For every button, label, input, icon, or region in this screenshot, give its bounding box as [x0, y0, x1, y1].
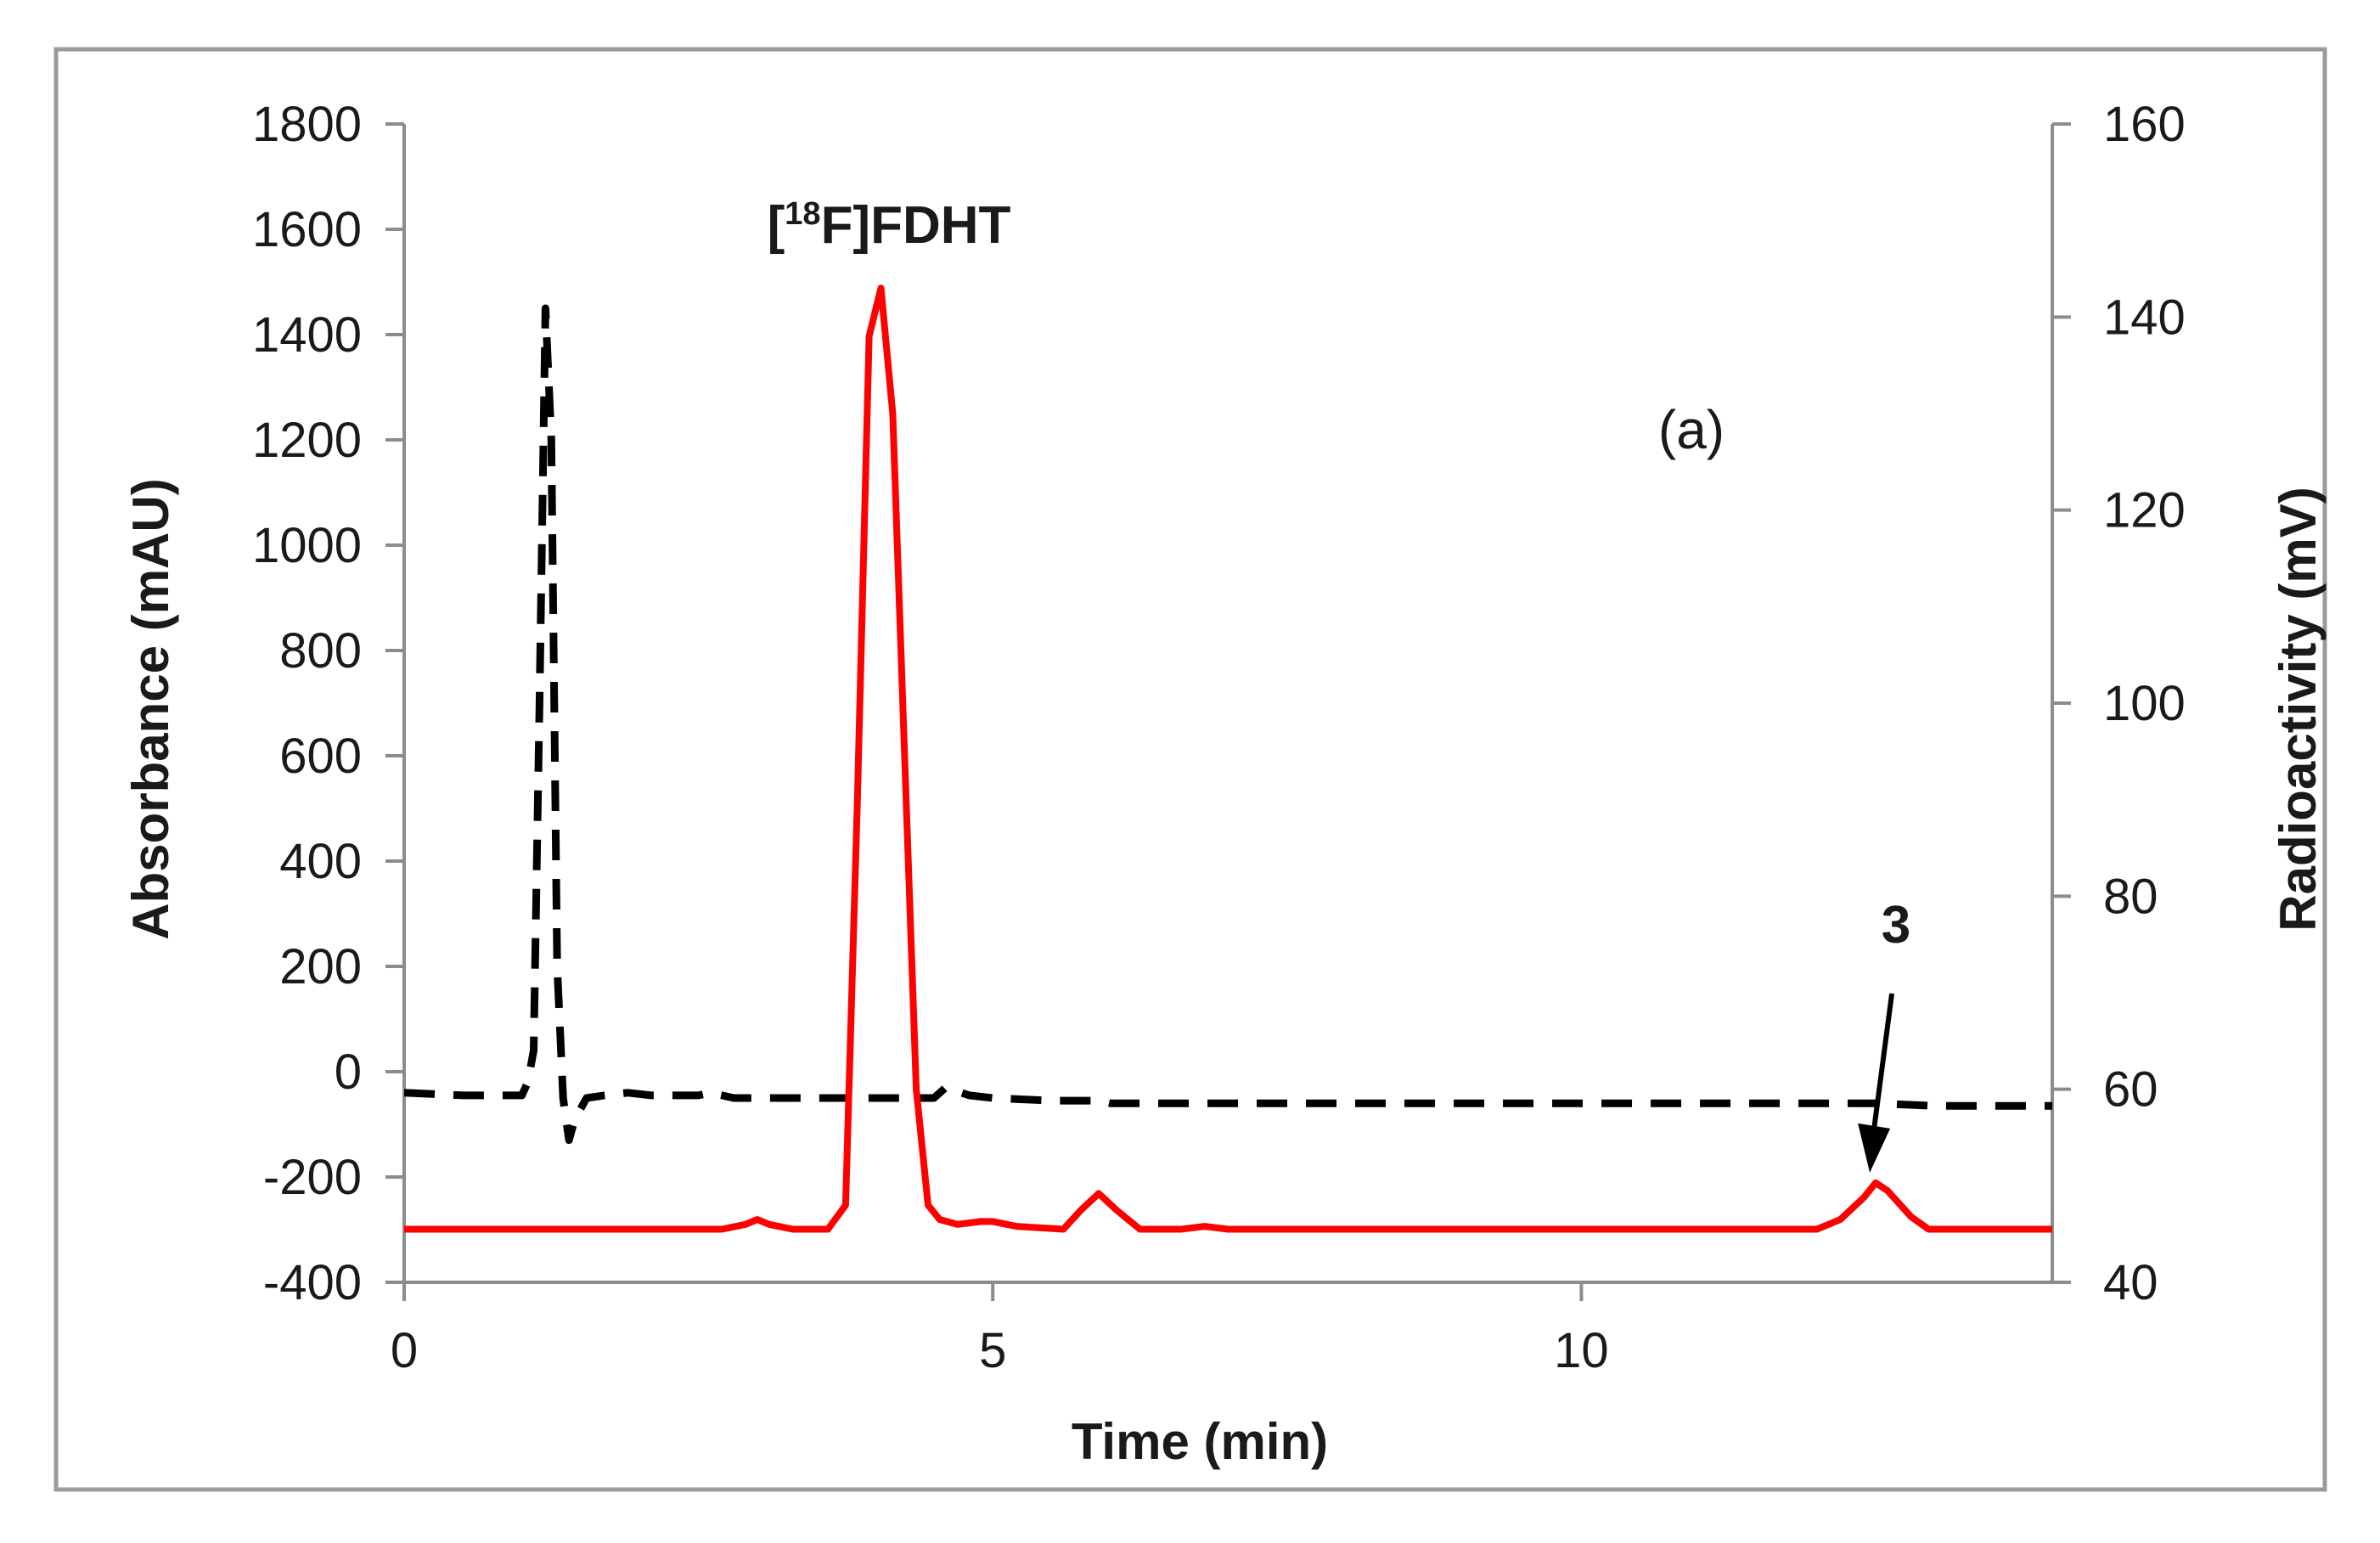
- right-tick-label: 60: [2103, 1062, 2158, 1118]
- x-tick-label: 5: [979, 1323, 1006, 1378]
- annotation-fdht-superscript: 18: [785, 196, 820, 232]
- left-tick-label: 200: [279, 939, 362, 994]
- annotation-layer: (a) [18F]FDHT 3: [768, 196, 1910, 1173]
- left-tick-label: 1800: [252, 97, 362, 152]
- annotation-fdht-bracket: [: [768, 196, 785, 255]
- panel-label: (a): [1658, 399, 1725, 460]
- x-tick-label: 0: [391, 1323, 418, 1378]
- right-axis-title: Radioactivity (mV): [2270, 487, 2327, 931]
- left-tick-label: -200: [263, 1150, 362, 1205]
- x-axis-title: Time (min): [1072, 1413, 1328, 1470]
- right-tick-label: 160: [2103, 97, 2186, 152]
- right-tick-label: 100: [2103, 676, 2186, 731]
- absorbance-series-line: [403, 304, 2052, 1145]
- right-tick-label: 140: [2103, 290, 2186, 345]
- left-axis-title: Absorbance (mAU): [122, 478, 179, 939]
- annotation-peak-3-arrow: [1858, 993, 1895, 1173]
- left-tick-label: -400: [263, 1255, 362, 1310]
- left-tick-label: 1200: [252, 413, 362, 468]
- figure-border: [53, 47, 2327, 1492]
- right-tick-label: 120: [2103, 483, 2186, 538]
- radioactivity-series-line: [404, 284, 2052, 1233]
- axes-layer: -400-20002004006008001000120014001600180…: [252, 97, 2186, 1378]
- x-tick-label: 10: [1554, 1323, 1609, 1378]
- annotation-fdht-label: [18F]FDHT: [768, 196, 1011, 255]
- right-tick-label: 40: [2103, 1255, 2158, 1310]
- right-tick-label: 80: [2103, 869, 2158, 924]
- annotation-fdht-rest: F]FDHT: [821, 196, 1011, 255]
- left-tick-label: 400: [279, 834, 362, 889]
- left-tick-label: 0: [335, 1045, 362, 1100]
- annotation-peak-3-label: 3: [1882, 896, 1910, 955]
- left-tick-label: 1600: [252, 202, 362, 257]
- left-tick-label: 1000: [252, 518, 362, 573]
- arrow-shaft: [1871, 993, 1895, 1136]
- left-tick-label: 1400: [252, 307, 362, 363]
- series-layer: [403, 284, 2052, 1233]
- left-tick-label: 800: [279, 623, 362, 679]
- left-tick-label: 600: [279, 729, 362, 784]
- arrow-head: [1858, 1123, 1891, 1173]
